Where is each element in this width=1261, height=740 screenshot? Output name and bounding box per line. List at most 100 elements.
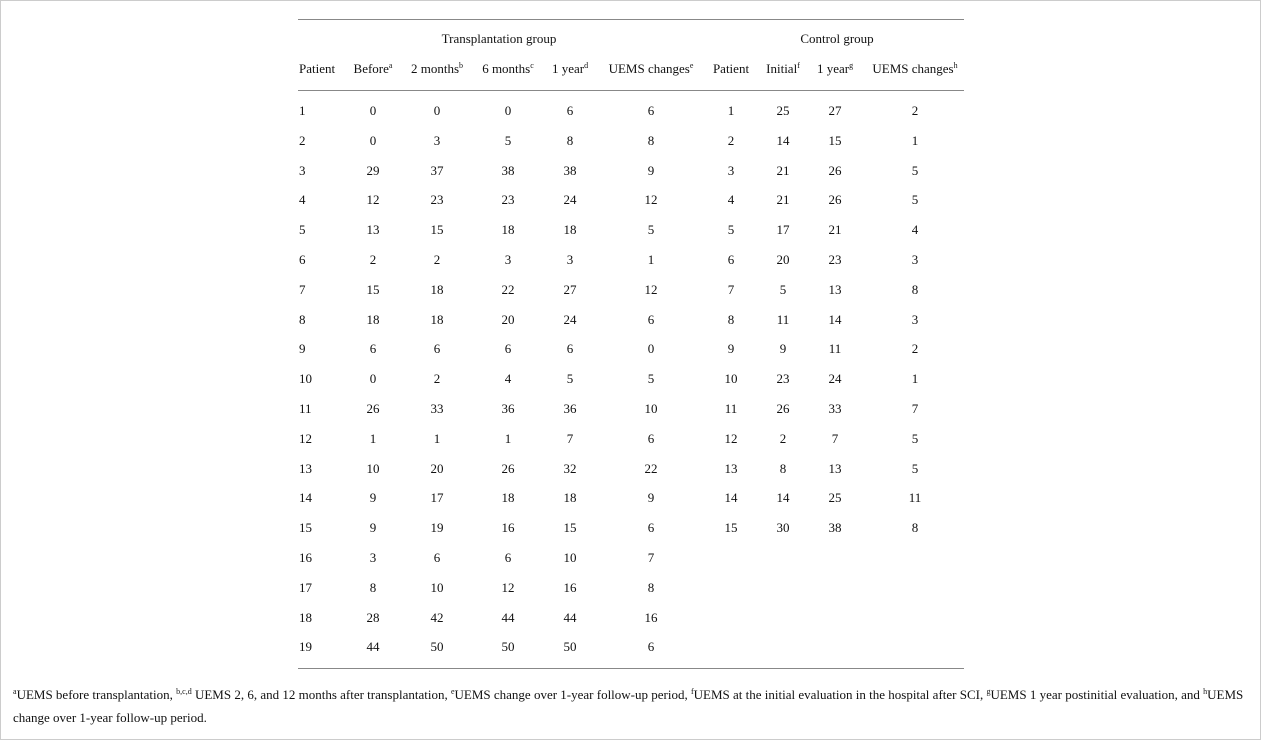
table-cell: 15 [563,520,577,536]
table-cell: 33 [430,401,444,416]
table-cell: 10 [366,460,380,476]
table-cell: 23 [501,192,515,208]
top-rule [298,19,964,20]
table-cell: 28 [366,609,380,625]
column-header: Patient [299,61,335,77]
table-cell: 22 [644,460,658,476]
table-cell: 8 [369,579,377,595]
table-cell: 13 [299,460,312,476]
table-cell: 4 [504,371,512,387]
table-cell: 23 [776,371,790,387]
table-cell: 1 [504,430,512,446]
table-cell: 4 [727,192,735,208]
column-header: 6 monthsc [482,61,534,77]
table-cell: 20 [776,252,790,267]
table-cell: 50 [563,639,577,655]
table-cell: 0 [369,103,377,118]
table-cell: 2 [433,371,441,387]
table-cell: 16 [563,579,577,595]
column-header: Beforea [354,61,393,77]
table-cell: 13 [828,281,842,297]
table-cell: 18 [563,490,577,506]
table-cell: 11 [776,311,790,327]
table-cell: 27 [828,103,842,118]
table-cell: 25 [828,490,842,506]
table-cell: 1 [433,430,441,446]
table-cell: 8 [647,132,655,148]
table-cell: 5 [911,192,919,208]
table-cell: 18 [430,281,444,297]
header-rule [298,90,964,91]
footnote-mark: g [986,687,991,696]
table-cell: 10 [563,550,577,565]
table-cell: 5 [299,222,306,238]
column-header: UEMS changesh [872,61,957,77]
table-cell: 7 [727,281,735,297]
table-cell: 0 [369,132,377,148]
table-cell: 6 [647,520,655,536]
table-cell: 6 [504,550,512,565]
table-cell: 38 [501,162,515,178]
header-label: Patient [299,61,336,76]
table-cell: 3 [911,252,919,267]
table-cell: 5 [911,460,919,476]
table-cell: 5 [647,371,655,387]
table-cell: 21 [828,222,842,238]
header-label: 1 year [816,61,850,76]
table-cell: 33 [828,401,842,416]
table-cell: 8 [647,579,655,595]
table-cell: 32 [563,460,577,476]
table-cell: 38 [828,520,842,536]
table-cell: 3 [911,311,919,327]
table-cell: 8 [727,311,735,327]
table-cell: 38 [563,162,577,178]
table-cell: 15 [299,520,312,536]
table-cell: 14 [776,490,790,506]
table-cell: 12 [644,281,658,297]
header-label: 1 year [551,61,585,76]
footnote-text: UEMS at the initial evaluation in the ho… [693,687,987,702]
table-cell: 7 [647,550,655,565]
table-cell: 5 [911,430,919,446]
table-cell: 13 [366,222,380,238]
table-cell: 6 [369,341,377,357]
group-title: Transplantation group [441,31,557,46]
table-cell: 12 [501,579,515,595]
table-cell: 15 [430,222,444,238]
table-cell: 9 [299,341,306,357]
table-cell: 18 [563,222,577,238]
table-cell: 12 [724,430,738,446]
table-cell: 6 [433,341,441,357]
table-cell: 6 [727,252,735,267]
table-cell: 17 [430,490,444,506]
table-cell: 6 [647,311,655,327]
column-header: Initialf [766,61,800,77]
table-cell: 50 [430,639,444,655]
column-header: UEMS changese [609,61,694,77]
table-cell: 44 [366,639,380,655]
header-note: h [953,61,958,70]
table-cell: 22 [501,281,515,297]
footnote-text: UEMS change over 1-year follow-up period… [13,687,1244,725]
table-cell: 5 [779,281,787,297]
table-cell: 16 [299,550,312,565]
bottom-rule [298,668,964,669]
column-header: 2 monthsb [411,61,463,77]
table-cell: 14 [828,311,842,327]
table-cell: 24 [563,192,577,208]
table-cell: 2 [433,252,441,267]
table-cell: 9 [779,341,787,357]
table-cell: 8 [911,520,919,536]
table-cell: 25 [776,103,790,118]
column-header: 1 yearg [817,61,853,77]
table-cell: 36 [501,401,515,416]
footnote-mark: h [1203,687,1208,696]
table-cell: 15 [366,281,380,297]
table-cell: 50 [501,639,515,655]
column-header: Patient [713,61,749,77]
table-cell: 3 [369,550,377,565]
table-cell: 5 [566,371,574,387]
table-cell: 10 [724,371,738,387]
header-label: 2 months [410,61,460,76]
